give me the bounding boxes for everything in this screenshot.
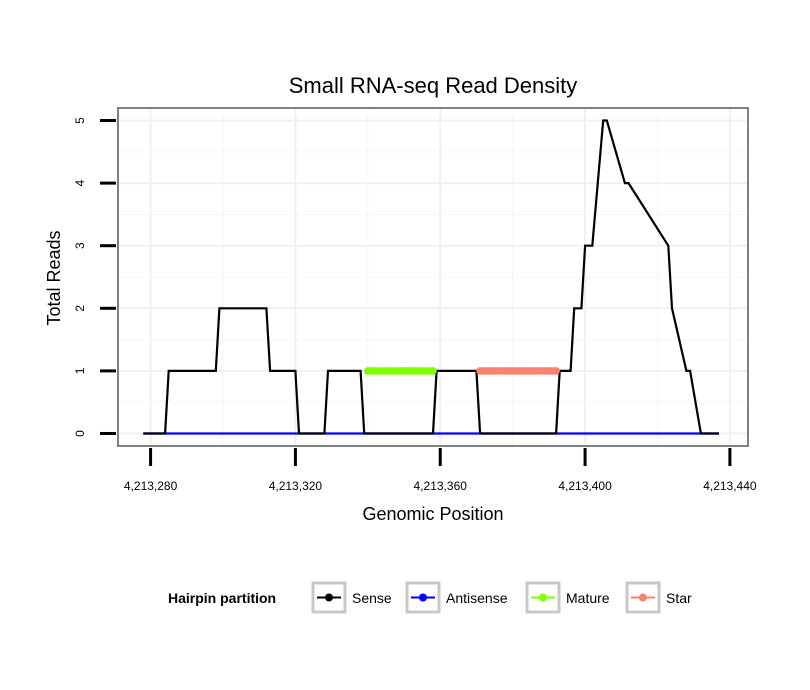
legend-key-point-star: [639, 593, 647, 602]
panel-border: [117, 107, 749, 447]
legend-label-mature: Mature: [566, 590, 610, 606]
series-layer: [143, 119, 719, 435]
legend-title: Hairpin partition: [168, 590, 276, 606]
grid-lines: [118, 108, 748, 446]
x-axis-title: Genomic Position: [362, 504, 503, 524]
x-tick-label: 4,213,280: [124, 479, 178, 493]
y-tick-label: 3: [73, 242, 87, 249]
legend-key-point-mature: [539, 593, 547, 602]
chart-title: Small RNA-seq Read Density: [289, 73, 578, 98]
data-point-mature: [429, 367, 437, 375]
y-tick-label: 0: [73, 430, 87, 437]
y-tick-label: 5: [73, 117, 87, 124]
y-tick-label: 2: [73, 305, 87, 312]
x-axis: 4,213,280 4,213,320 4,213,360 4,213,400 4,21…: [124, 448, 757, 493]
data-point-star: [552, 367, 560, 375]
x-tick-label: 4,213,440: [703, 479, 757, 493]
y-axis-title: Total Reads: [44, 230, 64, 325]
x-tick-label: 4,213,320: [269, 479, 323, 493]
legend-label-sense: Sense: [352, 590, 392, 606]
y-tick-label: 4: [73, 179, 87, 186]
y-tick-label: 1: [73, 367, 87, 374]
legend-key-point-sense: [325, 593, 333, 602]
legend-key-point-antisense: [419, 593, 427, 602]
x-tick-label: 4,213,400: [558, 479, 612, 493]
x-tick-label: 4,213,360: [414, 479, 468, 493]
legend-label-star: Star: [666, 590, 692, 606]
legend-label-antisense: Antisense: [446, 590, 508, 606]
legend: Hairpin partition Sense Antisense Mature St…: [168, 581, 692, 614]
y-axis: 0 1 2 3 4 5: [73, 117, 116, 437]
